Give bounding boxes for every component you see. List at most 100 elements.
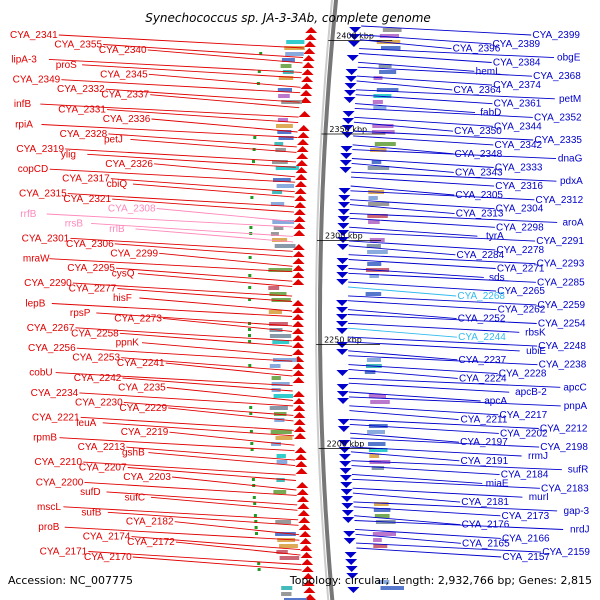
forward-gene-label[interactable]: CYA_2355 — [54, 40, 102, 51]
forward-gene-label[interactable]: CYA_2234 — [31, 388, 79, 399]
reverse-gene-label[interactable]: CYA_2197 — [460, 437, 508, 448]
forward-gene-label[interactable]: CYA_2295 — [67, 263, 115, 274]
reverse-gene-label[interactable]: dnaG — [558, 154, 583, 165]
forward-gene-label[interactable]: proS — [56, 60, 77, 71]
forward-gene-label[interactable]: cysQ — [112, 269, 135, 280]
reverse-gene-label[interactable]: rrmJ — [528, 451, 548, 462]
reverse-gene-label[interactable]: CYA_2278 — [496, 245, 544, 256]
reverse-gene-label[interactable]: CYA_2344 — [494, 121, 542, 132]
forward-gene-label[interactable]: CYA_2174 — [83, 532, 131, 543]
reverse-gene-label[interactable]: CYA_2228 — [499, 369, 547, 380]
forward-gene-label[interactable]: CYA_2207 — [79, 463, 127, 474]
reverse-gene-label[interactable]: miaE — [486, 478, 509, 489]
forward-gene-label[interactable]: mraW — [23, 254, 50, 265]
forward-gene-label[interactable]: CYA_2337 — [101, 90, 149, 101]
forward-gene-label[interactable]: CYA_2290 — [24, 278, 72, 289]
reverse-gene-label[interactable]: CYA_2173 — [502, 511, 550, 522]
forward-gene-label[interactable]: CYA_2321 — [63, 194, 111, 205]
forward-gene-label[interactable]: CYA_2336 — [103, 114, 151, 125]
reverse-gene-label[interactable]: CYA_2176 — [462, 520, 510, 531]
forward-gene-label[interactable]: CYA_2242 — [74, 373, 122, 384]
forward-gene-label[interactable]: rpmB — [33, 433, 57, 444]
reverse-gene-label[interactable]: CYA_2202 — [500, 428, 548, 439]
reverse-gene-label[interactable]: aroA — [562, 217, 583, 228]
reverse-gene-label[interactable]: CYA_2184 — [501, 470, 549, 481]
forward-gene-label[interactable]: CYA_2210 — [34, 457, 82, 468]
forward-gene-label[interactable]: CYA_2306 — [66, 239, 114, 250]
forward-gene-label[interactable]: lepB — [25, 299, 45, 310]
reverse-gene-label[interactable]: CYA_2265 — [497, 286, 545, 297]
reverse-gene-label[interactable]: CYA_2396 — [453, 44, 501, 55]
forward-gene-label[interactable]: CYA_2340 — [99, 45, 147, 56]
forward-gene-label[interactable]: rrsB — [65, 218, 84, 229]
reverse-gene-label[interactable]: CYA_2157 — [502, 552, 550, 563]
reverse-gene-label[interactable]: CYA_2259 — [537, 300, 585, 311]
forward-gene-label[interactable]: CYA_2235 — [118, 383, 166, 394]
forward-gene-label[interactable]: CYA_2171 — [40, 547, 88, 558]
forward-gene-label[interactable]: copCD — [18, 164, 49, 175]
reverse-gene-label[interactable]: CYA_2361 — [494, 99, 542, 110]
reverse-gene-label[interactable]: CYA_2312 — [536, 195, 584, 206]
forward-gene-label[interactable]: cbiQ — [107, 179, 128, 190]
reverse-gene-label[interactable]: CYA_2217 — [500, 410, 548, 421]
reverse-gene-label[interactable]: gap-3 — [564, 506, 590, 517]
reverse-gene-label[interactable]: CYA_2191 — [461, 456, 509, 467]
reverse-gene-label[interactable]: CYA_2348 — [455, 149, 503, 160]
forward-gene-label[interactable]: CYA_2256 — [28, 343, 76, 354]
forward-gene-label[interactable]: CYA_2331 — [58, 105, 106, 116]
reverse-gene-label[interactable]: CYA_2159 — [542, 547, 590, 558]
forward-gene-label[interactable]: CYA_2170 — [84, 552, 132, 563]
forward-gene-label[interactable]: CYA_2182 — [126, 517, 174, 528]
forward-gene-label[interactable]: ppnK — [116, 338, 140, 349]
reverse-gene-label[interactable]: CYA_2333 — [495, 163, 543, 174]
reverse-gene-label[interactable]: sds — [489, 272, 505, 283]
forward-gene-label[interactable]: rrfB — [20, 209, 36, 220]
forward-gene-label[interactable]: CYA_2219 — [121, 427, 169, 438]
forward-gene-label[interactable]: CYA_2332 — [57, 84, 105, 95]
forward-gene-label[interactable]: CYA_2301 — [22, 233, 70, 244]
reverse-gene-label[interactable]: fabD — [480, 108, 501, 119]
forward-gene-label[interactable]: CYA_2221 — [32, 412, 80, 423]
reverse-gene-label[interactable]: CYA_2335 — [534, 135, 582, 146]
reverse-gene-label[interactable]: CYA_2268 — [457, 291, 505, 302]
forward-gene-label[interactable]: CYA_2203 — [123, 472, 171, 483]
forward-gene-label[interactable]: CYA_2326 — [105, 159, 153, 170]
reverse-gene-label[interactable]: pdxA — [560, 176, 583, 187]
forward-gene-label[interactable]: rrlB — [109, 224, 125, 235]
forward-gene-label[interactable]: sufD — [80, 487, 101, 498]
reverse-gene-label[interactable]: CYA_2342 — [494, 140, 542, 151]
forward-gene-label[interactable]: sufC — [125, 492, 146, 503]
forward-gene-label[interactable]: infB — [14, 99, 32, 110]
reverse-gene-label[interactable]: CYA_2399 — [532, 30, 580, 41]
forward-gene-label[interactable]: CYA_2230 — [75, 397, 123, 408]
reverse-gene-label[interactable]: CYA_2271 — [497, 264, 545, 275]
forward-gene-label[interactable]: CYA_2328 — [60, 129, 108, 140]
reverse-gene-label[interactable]: apcA — [484, 396, 507, 407]
reverse-gene-label[interactable]: CYA_2384 — [493, 58, 541, 69]
forward-gene-label[interactable]: CYA_2273 — [114, 313, 162, 324]
forward-gene-label[interactable]: CYA_2341 — [10, 30, 58, 41]
reverse-gene-label[interactable]: rbsK — [525, 327, 546, 338]
reverse-gene-label[interactable]: CYA_2284 — [457, 250, 505, 261]
reverse-gene-label[interactable]: CYA_2298 — [496, 222, 544, 233]
reverse-gene-label[interactable]: CYA_2368 — [533, 71, 581, 82]
reverse-gene-label[interactable]: CYA_2224 — [459, 373, 507, 384]
forward-gene-label[interactable]: petJ — [104, 134, 123, 145]
forward-gene-label[interactable]: CYA_2345 — [100, 69, 148, 80]
forward-gene-label[interactable]: CYA_2317 — [62, 174, 110, 185]
reverse-gene-label[interactable]: ubiE — [526, 346, 546, 357]
forward-gene-label[interactable]: CYA_2258 — [71, 328, 119, 339]
reverse-gene-label[interactable]: CYA_2181 — [461, 497, 509, 508]
forward-gene-label[interactable]: CYA_2299 — [110, 248, 158, 259]
forward-gene-label[interactable]: CYA_2315 — [19, 189, 67, 200]
forward-gene-label[interactable]: CYA_2241 — [117, 358, 165, 369]
reverse-gene-label[interactable]: CYA_2198 — [540, 442, 588, 453]
reverse-gene-label[interactable]: CYA_2254 — [538, 319, 586, 330]
reverse-gene-label[interactable]: apcC — [563, 382, 586, 393]
reverse-gene-label[interactable]: CYA_2244 — [458, 332, 506, 343]
forward-gene-label[interactable]: CYA_2349 — [13, 75, 61, 86]
reverse-gene-label[interactable]: pnpA — [564, 401, 588, 412]
reverse-gene-label[interactable]: CYA_2293 — [537, 259, 585, 270]
forward-gene-label[interactable]: CYA_2308 — [108, 204, 156, 215]
forward-gene-label[interactable]: CYA_2213 — [78, 442, 126, 453]
